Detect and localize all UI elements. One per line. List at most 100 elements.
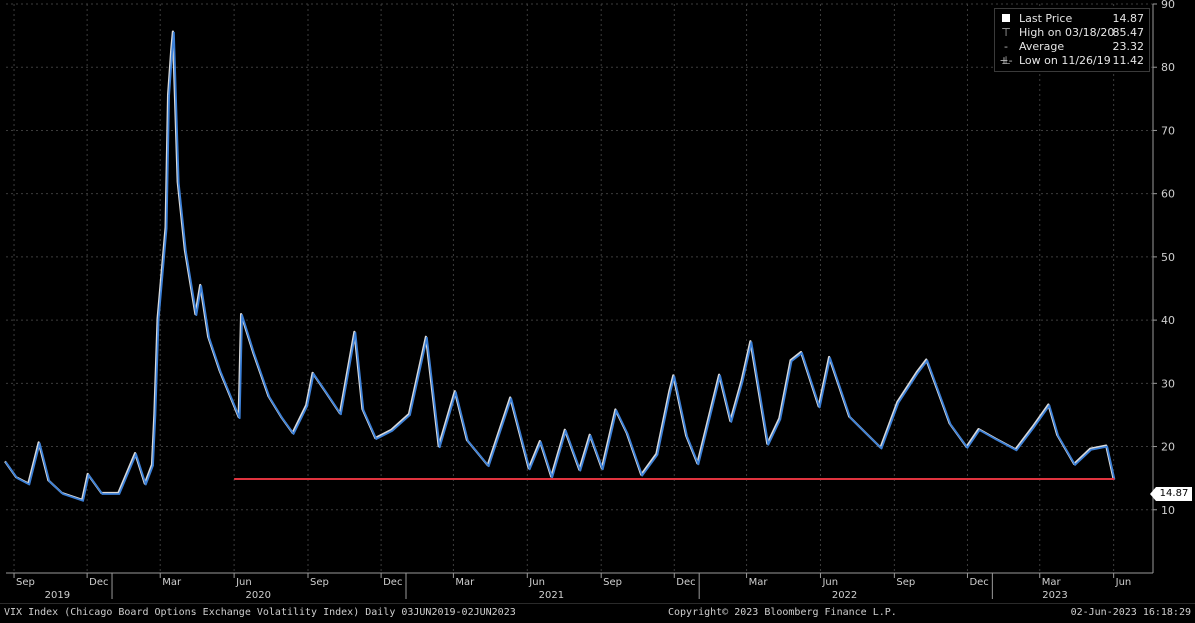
data-point (171, 49, 174, 51)
data-point (325, 392, 328, 394)
data-point (487, 465, 490, 467)
legend-item-low: ⊥ Low on 11/26/19 11.42 (999, 54, 1147, 67)
data-point (467, 440, 469, 442)
x-tick-label: Jun (528, 577, 545, 588)
data-point (144, 483, 147, 486)
data-point (1090, 448, 1092, 451)
data-point (579, 469, 582, 472)
data-point (340, 413, 342, 416)
data-point (87, 474, 90, 476)
x-tick-label: Sep (16, 577, 35, 588)
x-tick-label: Jun (235, 577, 252, 588)
data-point (626, 433, 629, 435)
data-point (916, 372, 919, 375)
legend-value: 14.87 (1112, 12, 1145, 25)
data-point (219, 370, 222, 373)
data-point (154, 414, 157, 416)
x-year-label: 2020 (245, 590, 270, 601)
footer-copyright: Copyright© 2023 Bloomberg Finance L.P. (668, 607, 897, 618)
data-point (750, 341, 753, 344)
data-point (601, 468, 604, 471)
data-point (38, 442, 41, 445)
x-axis: Sep Dec Mar Jun Sep Dec Mar Jun Sep Dec Mar Jun Sep D… (6, 572, 1153, 601)
x-tick-label: Mar (1042, 577, 1062, 588)
footer-description: VIX Index (Chicago Board Options Exchang… (4, 607, 516, 618)
y-tick-label: 70 (1161, 124, 1175, 137)
x-tick-label: Sep (310, 577, 329, 588)
data-point (82, 500, 84, 502)
data-point (281, 417, 284, 419)
data-point (510, 397, 513, 400)
data-point (426, 337, 428, 339)
y-axis: 10 20 30 40 50 60 70 80 90 (1152, 0, 1175, 573)
data-point (409, 414, 411, 416)
data-point (241, 314, 243, 316)
data-point (926, 359, 929, 362)
data-point (16, 477, 19, 479)
last-price-swatch-icon (999, 12, 1013, 26)
data-point (790, 360, 793, 363)
legend-label: Low on 11/26/19 (1019, 54, 1111, 67)
data-point (268, 396, 271, 399)
data-point (741, 380, 744, 383)
legend-item-last-price: Last Price 14.87 (999, 12, 1147, 25)
data-point (177, 182, 180, 184)
data-point (730, 421, 733, 423)
data-point (551, 476, 553, 479)
series-layer (4, 30, 1116, 502)
data-point (238, 417, 241, 419)
x-tick-label: Dec (676, 577, 695, 588)
legend-label: High on 03/18/20 (1019, 26, 1115, 39)
legend-item-average: -+- Average 23.32 (999, 40, 1147, 67)
y-tick-label: 80 (1161, 61, 1175, 74)
x-year-label: 2019 (45, 590, 70, 601)
legend-label: Average (1019, 40, 1065, 53)
x-year-label: 2021 (539, 590, 564, 601)
data-point (438, 446, 441, 448)
data-point (173, 31, 175, 34)
data-point (200, 285, 202, 287)
data-point (615, 409, 618, 412)
series-line (5, 31, 1116, 502)
data-point (528, 468, 531, 471)
x-tick-label: Mar (162, 577, 182, 588)
data-point (978, 429, 981, 431)
data-point (897, 402, 900, 404)
x-year-label: 2022 (832, 590, 857, 601)
x-year-label: 2023 (1042, 590, 1067, 601)
data-point (195, 314, 198, 316)
data-point (391, 429, 394, 432)
data-point (1015, 449, 1018, 452)
legend-label: Last Price (1019, 12, 1073, 25)
data-point (686, 435, 688, 438)
data-point (589, 435, 592, 437)
x-tick-label: Dec (969, 577, 988, 588)
legend-value: 11.42 (1112, 54, 1145, 67)
high-marker-icon: ⊤ (1001, 26, 1011, 39)
data-point (208, 337, 211, 339)
data-point (306, 405, 309, 407)
data-point (719, 374, 721, 377)
x-tick-label: Sep (603, 577, 622, 588)
grid-lines (6, 3, 1153, 573)
y-tick-label: 10 (1161, 504, 1175, 517)
y-tick-label: 30 (1161, 377, 1175, 390)
data-point (1057, 435, 1060, 437)
data-point (62, 493, 64, 495)
data-point (779, 418, 782, 421)
legend-item-high: ⊤ High on 03/18/20 85.47 (999, 26, 1147, 39)
last-value-tag: 14.87 (1150, 487, 1192, 501)
data-point (1032, 427, 1035, 430)
data-point (165, 227, 168, 230)
data-point (565, 429, 567, 432)
data-point (673, 375, 676, 378)
data-point (292, 433, 295, 435)
data-point (354, 331, 357, 334)
data-point (669, 391, 672, 393)
data-point (818, 406, 821, 409)
data-point (157, 318, 160, 321)
data-point (995, 438, 998, 441)
footer-timestamp: 02-Jun-2023 16:18:29 (1070, 607, 1191, 618)
legend: Last Price 14.87 ⊤ High on 03/18/20 85.4… (994, 8, 1150, 72)
